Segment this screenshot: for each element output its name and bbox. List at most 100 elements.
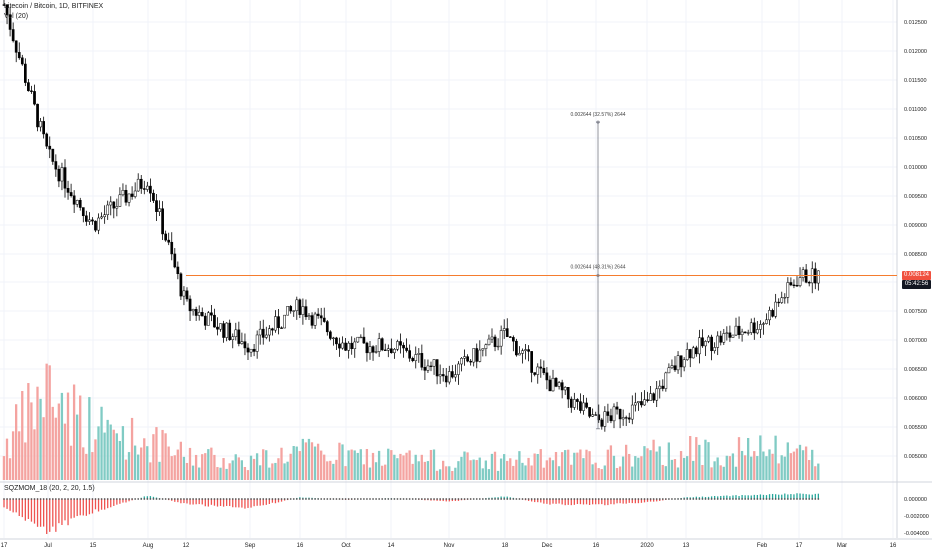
squeeze-dot (262, 498, 265, 500)
volume-bar (493, 451, 497, 480)
squeeze-dot (39, 498, 42, 500)
volume-bar (399, 453, 402, 480)
volume-bar (188, 447, 192, 480)
candle-body (27, 82, 30, 92)
candle-body (740, 331, 744, 335)
candle-body (219, 323, 222, 330)
squeeze-dot (786, 498, 789, 500)
volume-bar (740, 450, 744, 480)
squeeze-dot (70, 498, 72, 500)
volume-bar (204, 453, 207, 480)
candle-body (283, 314, 286, 329)
volume-bar (271, 463, 274, 480)
volume-bar (393, 454, 396, 480)
volume-bar (289, 453, 292, 480)
volume-bar (789, 453, 792, 480)
volume-bar (234, 454, 237, 480)
squeeze-dot (503, 498, 506, 500)
volume-bar (448, 466, 451, 480)
squeeze-dot (518, 498, 521, 500)
squeeze-dot (774, 498, 777, 500)
squeeze-dot (485, 498, 487, 500)
volume-bar (231, 460, 234, 480)
squeeze-dot (417, 498, 420, 500)
squeeze-dot (128, 498, 130, 500)
volume-bar (323, 454, 326, 480)
volume-bar (460, 456, 463, 480)
candle-body (630, 404, 634, 420)
squeeze-dot (381, 498, 384, 500)
volume-bar (560, 452, 564, 480)
volume-bar (167, 446, 170, 480)
momentum-histogram (3, 493, 820, 534)
squeeze-dot (259, 498, 262, 500)
measure-handle (596, 120, 600, 124)
squeeze-dot (500, 498, 503, 500)
x-tick-label: 13 (683, 543, 690, 549)
volume-bar (719, 465, 722, 480)
volume-bar (689, 436, 692, 480)
candle-body (173, 253, 177, 268)
squeeze-dot (488, 498, 490, 500)
candle-body (185, 290, 189, 300)
candle-body (484, 344, 488, 349)
candle-body (798, 277, 802, 286)
volume-bar (320, 450, 323, 480)
candle-body (817, 270, 820, 284)
volume-bar (554, 451, 558, 480)
squeeze-dot (790, 498, 792, 500)
candle-body (475, 348, 479, 362)
measure-tool[interactable]: 0.002644 (32.57%) 2644 0.002644 (48.31%) … (570, 112, 626, 430)
volume-bar (243, 466, 247, 480)
candle-body (490, 336, 494, 340)
candle-body (576, 399, 579, 402)
candle-body (136, 178, 140, 192)
squeeze-dot (448, 498, 451, 500)
squeeze-dot (195, 498, 198, 500)
volume-bar (15, 404, 18, 480)
candle-body (377, 338, 381, 352)
squeeze-dot (661, 498, 664, 500)
squeeze-dot (735, 498, 737, 500)
candle-body (368, 346, 372, 354)
volume-bar (79, 395, 82, 480)
volume-bar (731, 453, 735, 480)
squeeze-dot (396, 498, 399, 500)
squeeze-dot (799, 498, 801, 500)
candle-body (197, 312, 201, 316)
squeeze-dot (271, 498, 274, 500)
candle-body (731, 334, 735, 338)
squeeze-dot (671, 498, 673, 500)
candle-body (649, 393, 652, 401)
volume-bar (701, 464, 704, 480)
candle-body (637, 401, 640, 404)
candle-body (280, 327, 283, 329)
candle-body (563, 387, 567, 391)
candle-body (124, 189, 128, 203)
volume-bar (499, 458, 503, 480)
squeeze-dot (756, 498, 759, 500)
squeeze-dot (164, 498, 167, 500)
candle-body (411, 357, 415, 361)
candle-body (554, 377, 558, 387)
candle-body (548, 379, 552, 392)
candle-body (499, 330, 503, 347)
squeeze-dot (97, 498, 100, 500)
volume-bar (707, 442, 710, 480)
candle-body (310, 315, 314, 326)
squeeze-dot (469, 498, 472, 500)
x-tick-label: Jul (44, 543, 52, 549)
x-tick-label: 17 (796, 543, 803, 549)
squeeze-dot (457, 498, 460, 500)
squeeze-dot (58, 498, 60, 500)
candle-body (347, 342, 350, 351)
volume-bar (307, 438, 311, 480)
candle-body (399, 341, 402, 346)
squeeze-dot (131, 498, 134, 500)
volume-bar (155, 427, 158, 480)
candle-body (618, 408, 622, 420)
candle-body (243, 341, 247, 349)
last-price-tag: 0.008124 (902, 270, 931, 280)
squeeze-dot (555, 498, 557, 500)
